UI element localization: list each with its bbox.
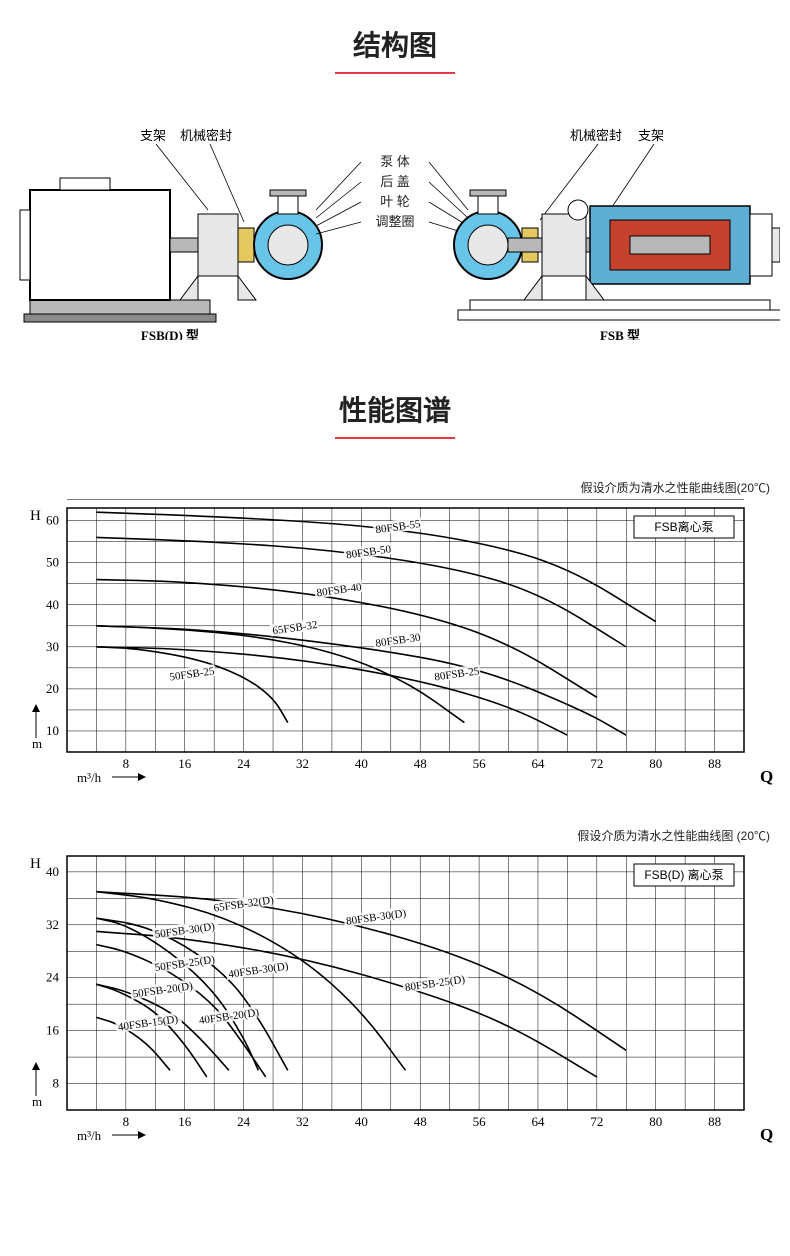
- perf-heading: 性能图谱: [339, 389, 451, 429]
- svg-text:FSB 型: FSB 型: [600, 328, 640, 340]
- svg-text:65FSB-32(D): 65FSB-32(D): [213, 894, 275, 914]
- svg-text:FSB离心泵: FSB离心泵: [654, 519, 713, 534]
- chart1-wrap: 假设介质为清水之性能曲线图(20℃) 8 16 24 32 40 48 56 64 72 80 88…: [0, 475, 790, 823]
- svg-text:8: 8: [123, 756, 130, 771]
- chart2-caption: 假设介质为清水之性能曲线图 (20℃): [12, 823, 778, 846]
- svg-text:8: 8: [123, 1114, 130, 1129]
- svg-text:88: 88: [708, 756, 721, 771]
- chart2-wrap: 假设介质为清水之性能曲线图 (20℃) 8 16 24 32 40 48 56 64 72 80 8…: [0, 823, 790, 1181]
- svg-text:m: m: [32, 736, 42, 751]
- svg-text:Q: Q: [760, 1125, 773, 1144]
- svg-text:40: 40: [355, 756, 368, 771]
- svg-text:60: 60: [46, 513, 59, 528]
- svg-text:泵 体: 泵 体: [380, 154, 410, 169]
- svg-text:65FSB-32: 65FSB-32: [272, 619, 318, 637]
- structure-svg: FSB(D) 型泵 体后 盖叶 轮调整圈支架机械密封机械密封支架FSB 型: [10, 110, 780, 340]
- structure-heading: 结构图: [353, 24, 437, 64]
- svg-text:m: m: [32, 1094, 42, 1109]
- svg-text:32: 32: [46, 917, 59, 932]
- svg-text:16: 16: [178, 1114, 192, 1129]
- svg-text:H: H: [30, 856, 41, 872]
- svg-text:56: 56: [473, 756, 487, 771]
- svg-text:80: 80: [649, 756, 662, 771]
- svg-text:64: 64: [531, 1114, 545, 1129]
- svg-text:56: 56: [473, 1114, 487, 1129]
- svg-text:FSB(D) 型: FSB(D) 型: [141, 328, 199, 340]
- svg-text:H: H: [30, 508, 41, 524]
- svg-text:80FSB-50: 80FSB-50: [345, 543, 392, 561]
- svg-text:32: 32: [296, 1114, 309, 1129]
- svg-text:72: 72: [590, 1114, 603, 1129]
- svg-text:50FSB-25(D): 50FSB-25(D): [154, 954, 216, 974]
- svg-text:机械密封: 机械密封: [570, 128, 622, 143]
- svg-text:40: 40: [46, 597, 59, 612]
- svg-text:48: 48: [414, 756, 427, 771]
- svg-text:64: 64: [531, 756, 545, 771]
- perf-title: 性能图谱: [0, 365, 790, 475]
- svg-text:48: 48: [414, 1114, 427, 1129]
- svg-text:Q: Q: [760, 767, 773, 786]
- chart1-caption: 假设介质为清水之性能曲线图(20℃): [12, 475, 778, 498]
- svg-text:24: 24: [237, 1114, 251, 1129]
- svg-text:支架: 支架: [140, 128, 166, 143]
- svg-text:50FSB-30(D): 50FSB-30(D): [154, 921, 216, 941]
- svg-text:20: 20: [46, 681, 59, 696]
- svg-text:16: 16: [178, 756, 192, 771]
- svg-text:16: 16: [46, 1023, 60, 1038]
- structure-underline: [335, 72, 455, 74]
- svg-text:m³/h: m³/h: [77, 1128, 102, 1143]
- svg-text:80FSB-25(D): 80FSB-25(D): [404, 974, 466, 994]
- svg-text:8: 8: [53, 1076, 60, 1091]
- svg-text:40: 40: [46, 864, 59, 879]
- svg-text:50: 50: [46, 555, 59, 570]
- chart1-svg: 8 16 24 32 40 48 56 64 72 80 88 10 20 30 40 50 60 Hm m³/h Q…: [12, 498, 778, 788]
- svg-text:72: 72: [590, 756, 603, 771]
- svg-text:机械密封: 机械密封: [180, 128, 232, 143]
- svg-text:支架: 支架: [638, 128, 664, 143]
- svg-text:32: 32: [296, 756, 309, 771]
- svg-text:40: 40: [355, 1114, 368, 1129]
- svg-text:10: 10: [46, 723, 59, 738]
- svg-text:m³/h: m³/h: [77, 770, 102, 785]
- chart2-svg: 816243240485664728088816243240Hmm³/hQFSB…: [12, 846, 778, 1146]
- svg-text:88: 88: [708, 1114, 721, 1129]
- svg-text:调整圈: 调整圈: [375, 214, 414, 229]
- svg-text:后 盖: 后 盖: [380, 174, 410, 189]
- perf-underline: [335, 437, 455, 439]
- svg-text:24: 24: [237, 756, 251, 771]
- structure-title: 结构图: [0, 0, 790, 110]
- structure-diagram: FSB(D) 型泵 体后 盖叶 轮调整圈支架机械密封机械密封支架FSB 型: [0, 110, 790, 365]
- svg-text:叶 轮: 叶 轮: [380, 194, 410, 209]
- svg-text:24: 24: [46, 970, 60, 985]
- svg-text:FSB(D) 离心泵: FSB(D) 离心泵: [644, 867, 723, 882]
- svg-text:30: 30: [46, 639, 59, 654]
- svg-text:80: 80: [649, 1114, 662, 1129]
